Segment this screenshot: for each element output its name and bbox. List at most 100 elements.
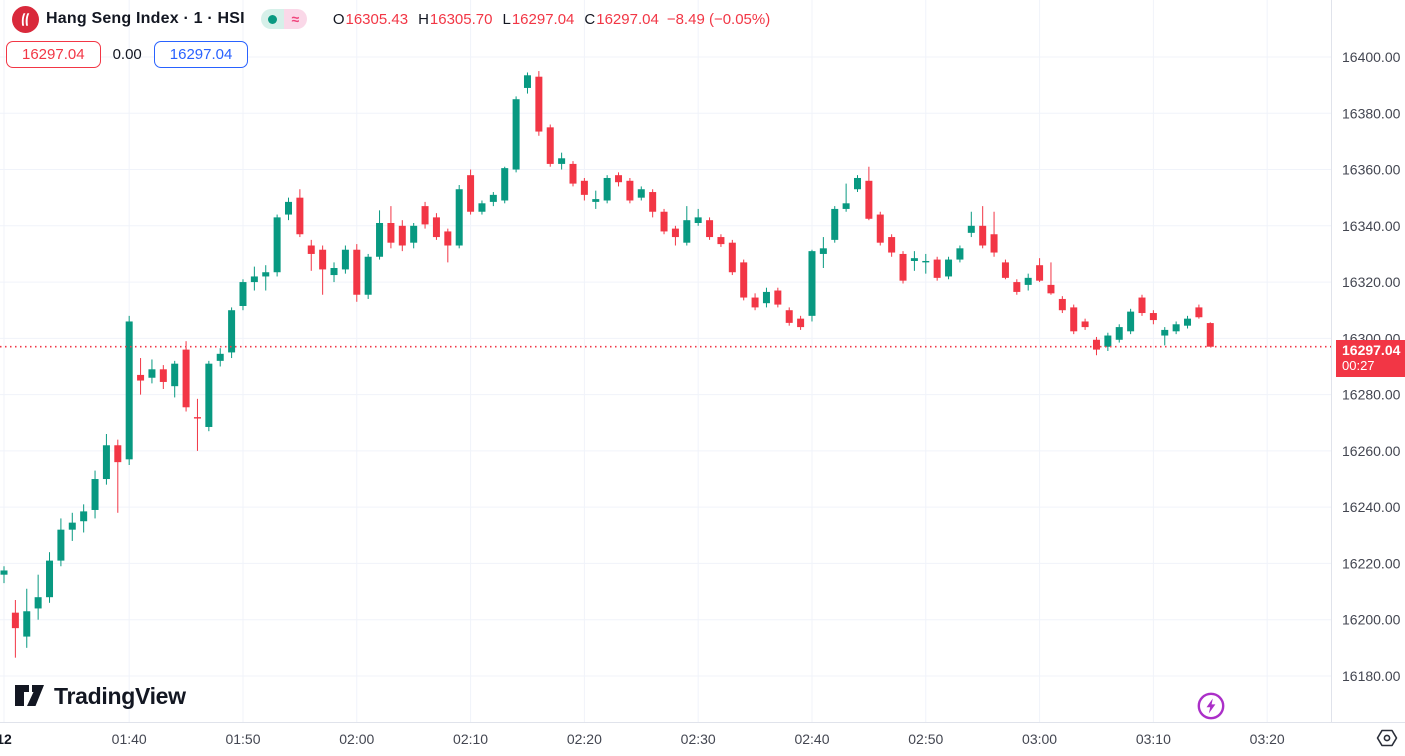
candle[interactable] xyxy=(467,169,475,215)
candle[interactable] xyxy=(273,214,281,277)
candle[interactable] xyxy=(137,358,145,395)
candle[interactable] xyxy=(1172,321,1180,335)
candle[interactable] xyxy=(125,315,133,465)
candle[interactable] xyxy=(762,287,770,308)
candle[interactable] xyxy=(421,201,429,229)
candle[interactable] xyxy=(1138,294,1146,316)
candle[interactable] xyxy=(0,566,8,584)
candle[interactable] xyxy=(1184,315,1192,329)
candle[interactable] xyxy=(546,124,554,167)
candle[interactable] xyxy=(148,359,156,384)
candle[interactable] xyxy=(159,365,167,389)
candle[interactable] xyxy=(831,206,839,243)
candle[interactable] xyxy=(216,348,224,367)
candle[interactable] xyxy=(1195,304,1203,319)
candle[interactable] xyxy=(842,183,850,212)
candle[interactable] xyxy=(706,217,714,240)
candle[interactable] xyxy=(580,177,588,201)
candle[interactable] xyxy=(922,253,930,274)
candle[interactable] xyxy=(46,552,54,603)
candle[interactable] xyxy=(603,175,611,204)
candle[interactable] xyxy=(1161,327,1169,346)
candle[interactable] xyxy=(444,228,452,263)
candle[interactable] xyxy=(353,244,361,302)
candle[interactable] xyxy=(1013,279,1021,295)
candle[interactable] xyxy=(569,161,577,187)
candle[interactable] xyxy=(728,239,736,276)
candle[interactable] xyxy=(1070,304,1078,335)
candle[interactable] xyxy=(68,512,76,541)
candle[interactable] xyxy=(1036,258,1044,283)
candle[interactable] xyxy=(1058,296,1066,314)
candle[interactable] xyxy=(102,434,110,485)
candle[interactable] xyxy=(660,208,668,235)
candle[interactable] xyxy=(1024,273,1032,291)
candle[interactable] xyxy=(228,307,236,359)
candle[interactable] xyxy=(1104,332,1112,352)
candle[interactable] xyxy=(865,166,873,221)
candle[interactable] xyxy=(80,504,88,533)
candle[interactable] xyxy=(1001,259,1009,280)
candle[interactable] xyxy=(489,192,497,207)
candle[interactable] xyxy=(797,315,805,330)
candle[interactable] xyxy=(910,251,918,271)
candle[interactable] xyxy=(319,245,327,295)
candle[interactable] xyxy=(876,211,884,246)
time-scale[interactable] xyxy=(0,723,1332,756)
candle[interactable] xyxy=(1115,324,1123,343)
candle[interactable] xyxy=(432,213,440,240)
candle[interactable] xyxy=(694,208,702,226)
candle[interactable] xyxy=(512,96,520,173)
candle[interactable] xyxy=(1081,318,1089,330)
candle[interactable] xyxy=(785,307,793,326)
candle[interactable] xyxy=(501,166,509,204)
candle[interactable] xyxy=(933,256,941,281)
candle[interactable] xyxy=(250,266,258,291)
candle[interactable] xyxy=(683,206,691,246)
candle[interactable] xyxy=(774,287,782,308)
candle[interactable] xyxy=(899,251,907,284)
candle[interactable] xyxy=(1127,308,1135,335)
candle[interactable] xyxy=(376,210,384,260)
candle[interactable] xyxy=(808,249,816,322)
candle[interactable] xyxy=(671,225,679,246)
candle[interactable] xyxy=(11,600,19,658)
candle[interactable] xyxy=(478,200,486,215)
candle[interactable] xyxy=(854,175,861,193)
candle[interactable] xyxy=(455,185,463,249)
candle[interactable] xyxy=(23,588,31,648)
candle[interactable] xyxy=(740,259,748,301)
sell-button[interactable]: 16297.04 xyxy=(6,41,101,68)
candle[interactable] xyxy=(398,220,406,252)
market-status-indicator[interactable]: ≈ xyxy=(260,9,307,29)
tradingview-logo[interactable]: TradingView xyxy=(14,681,186,711)
candle[interactable] xyxy=(649,189,657,218)
candle[interactable] xyxy=(637,186,645,201)
buy-button[interactable]: 16297.04 xyxy=(153,41,249,68)
candle[interactable] xyxy=(535,71,543,136)
candle[interactable] xyxy=(819,237,827,269)
candle[interactable] xyxy=(262,265,270,291)
candle[interactable] xyxy=(193,398,201,451)
candle[interactable] xyxy=(956,245,964,263)
candle[interactable] xyxy=(205,360,213,432)
candle[interactable] xyxy=(410,222,418,249)
candle[interactable] xyxy=(91,470,99,519)
candle[interactable] xyxy=(182,341,190,412)
candle[interactable] xyxy=(57,518,65,567)
candle[interactable] xyxy=(888,234,896,257)
candle[interactable] xyxy=(615,172,623,187)
candle[interactable] xyxy=(592,190,600,209)
candle[interactable] xyxy=(285,197,292,221)
time-scale-settings-icon[interactable] xyxy=(1375,727,1399,749)
candle[interactable] xyxy=(626,177,634,204)
symbol-logo[interactable] xyxy=(12,5,39,33)
candle[interactable] xyxy=(171,360,179,398)
candle[interactable] xyxy=(114,439,122,513)
candle[interactable] xyxy=(751,293,759,311)
candle[interactable] xyxy=(1149,310,1157,325)
candle[interactable] xyxy=(1206,322,1214,347)
candle[interactable] xyxy=(717,234,725,247)
candle[interactable] xyxy=(523,72,531,94)
candle[interactable] xyxy=(945,256,953,280)
